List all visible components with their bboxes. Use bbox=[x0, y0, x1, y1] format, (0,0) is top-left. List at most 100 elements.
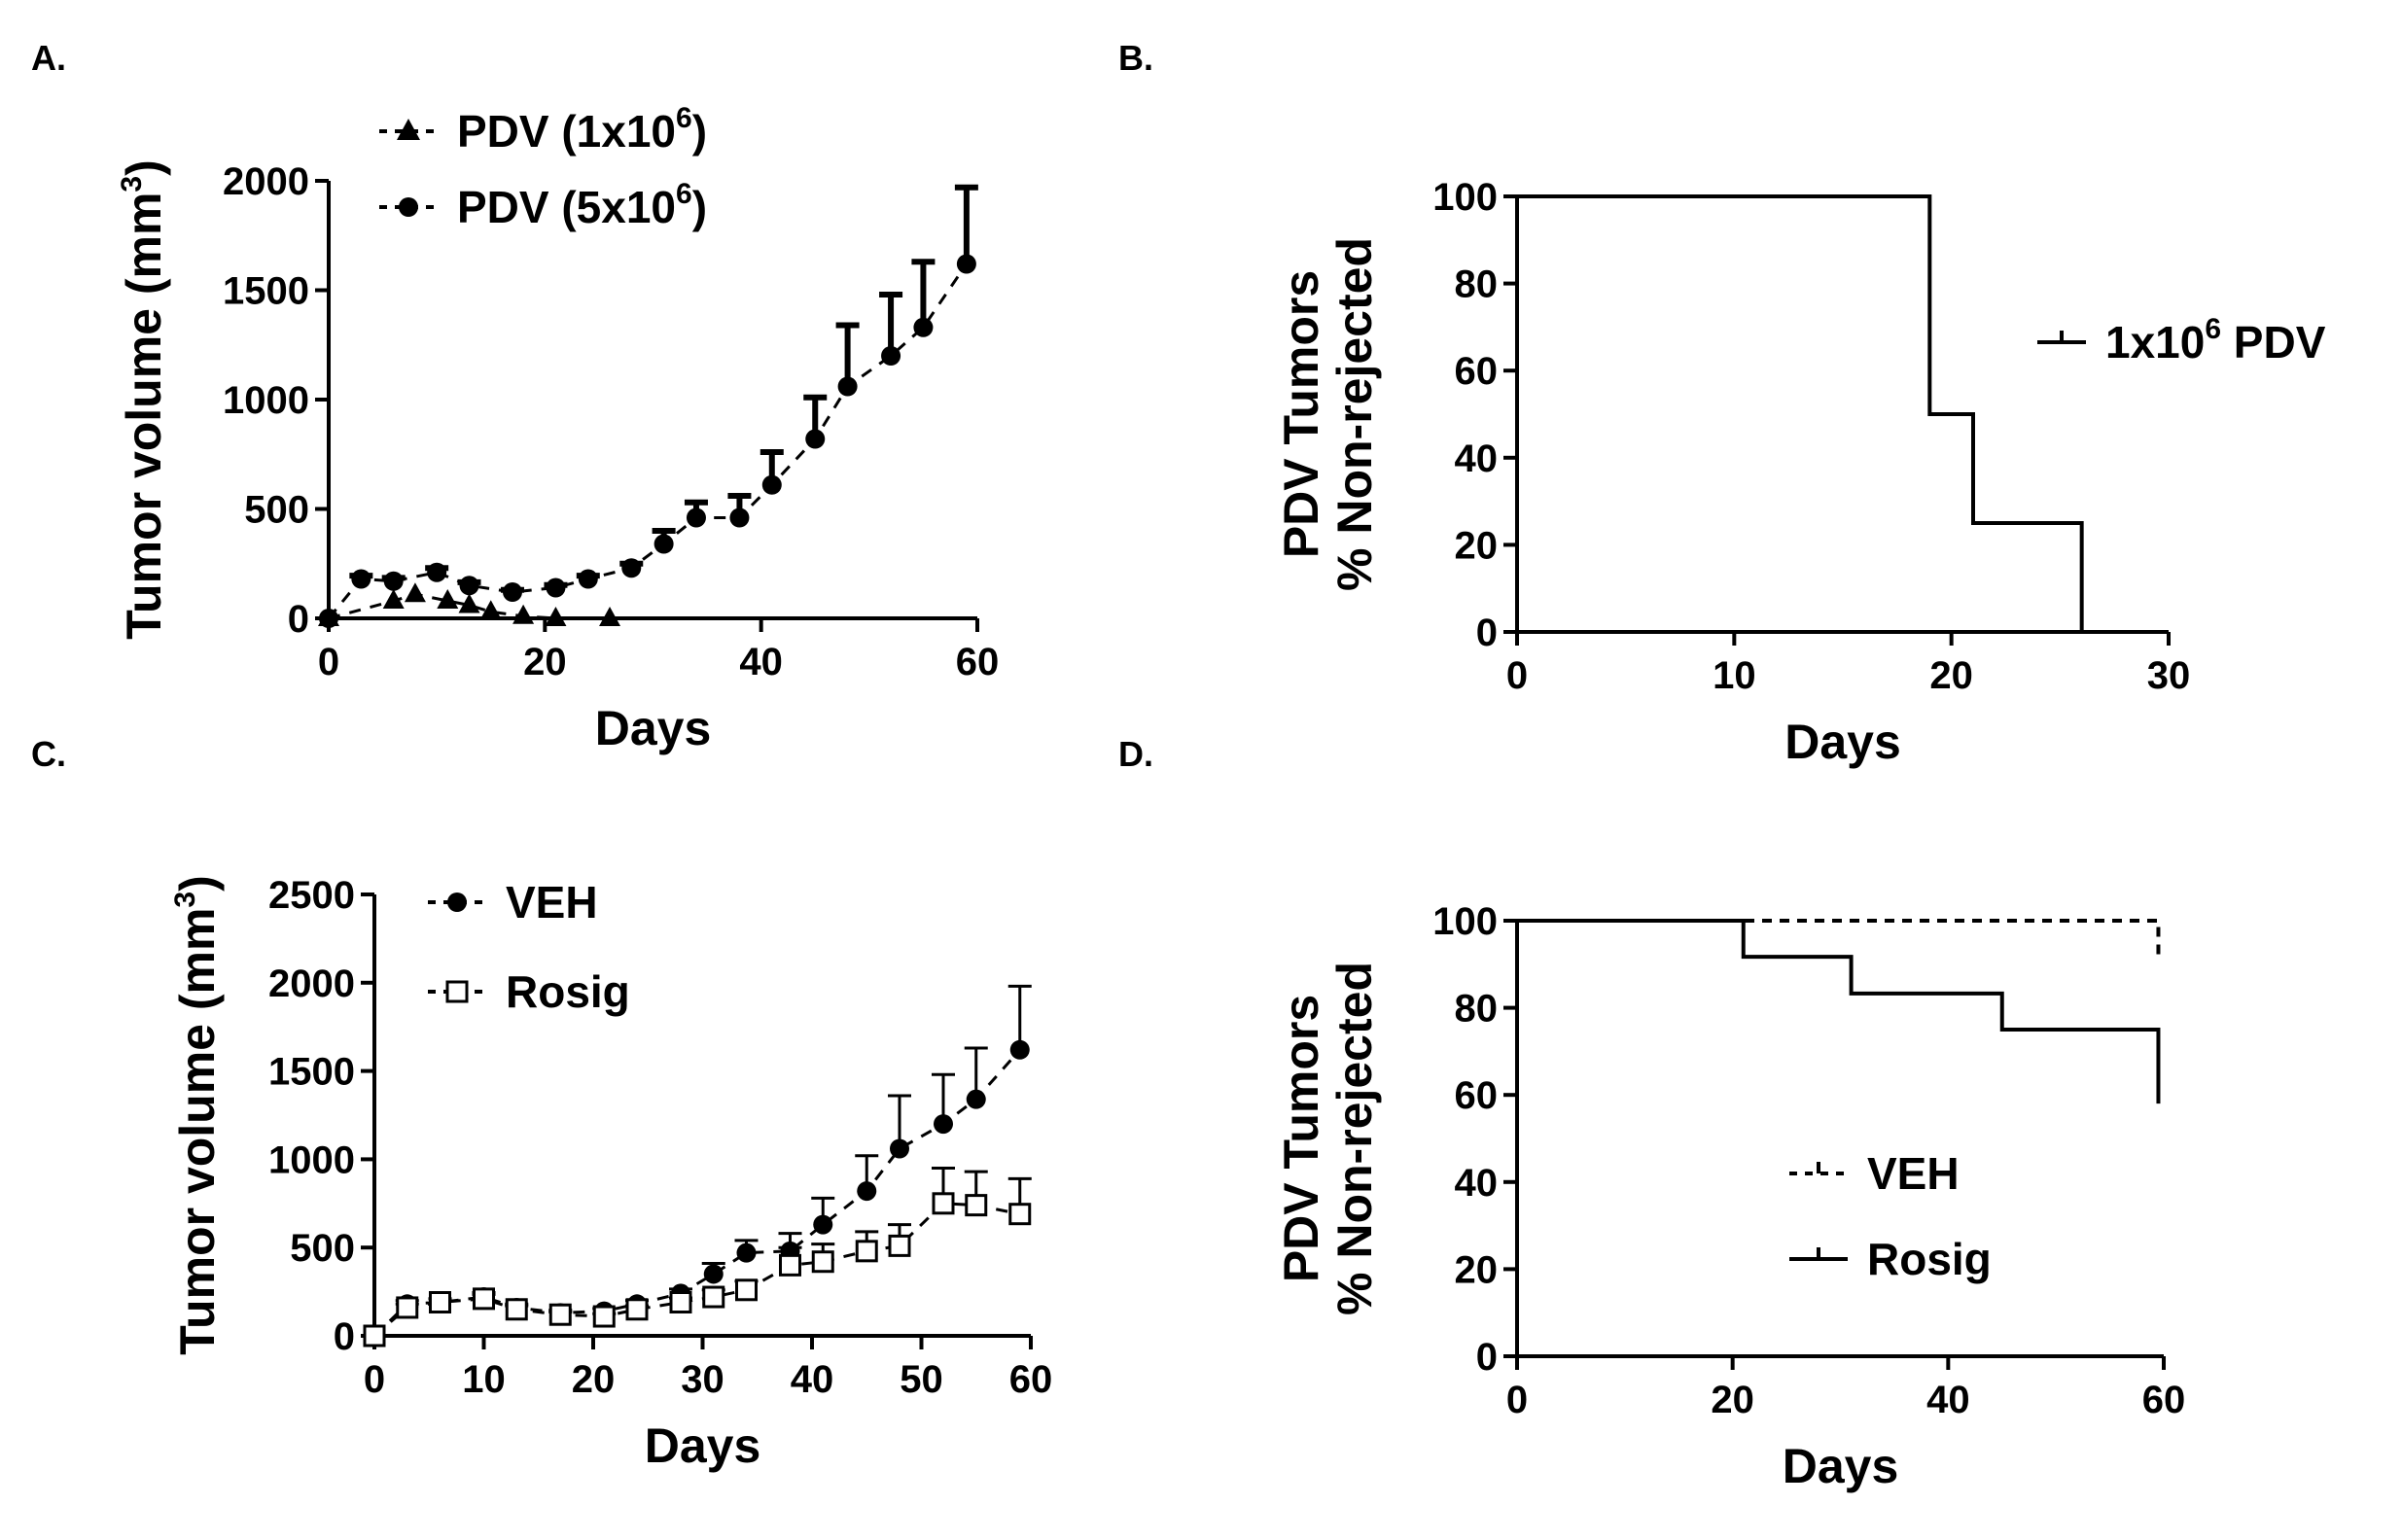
y-tick-label: 0 bbox=[334, 1315, 355, 1358]
y-tick-label: 60 bbox=[1455, 1074, 1499, 1117]
data-point-circle bbox=[729, 508, 750, 528]
legend: PDV (1x106)PDV (5x106) bbox=[379, 102, 707, 232]
y-axis-title: PDV Tumors bbox=[1274, 270, 1328, 558]
y-axis-title-superscript: 3 bbox=[169, 892, 201, 908]
data-point-square bbox=[548, 1303, 572, 1326]
legend: 1x106 PDV bbox=[2037, 313, 2326, 368]
data-point-square bbox=[669, 1290, 692, 1313]
y-tick-label: 100 bbox=[1432, 176, 1498, 219]
y-tick-label: 60 bbox=[1455, 350, 1499, 393]
panel-d-chart: 0 20 40 60 0 20 40 60 80 100 Days PDV Tumors% Non-r… bbox=[1274, 900, 2185, 1493]
legend-label-superscript: 6 bbox=[676, 178, 692, 210]
data-point-circle bbox=[736, 1242, 757, 1263]
legend-label-text: VEH bbox=[506, 877, 598, 928]
panel-b-chart: 0 10 20 30 0 20 40 60 80 100 Days PDV Tumors% Non-r… bbox=[1274, 176, 2326, 769]
data-point-square bbox=[473, 1287, 495, 1311]
series-line bbox=[328, 592, 611, 620]
data-point-circle bbox=[881, 346, 901, 366]
y-tick-label: 0 bbox=[1476, 612, 1498, 654]
data-point-triangle bbox=[479, 600, 502, 620]
data-point-circle bbox=[502, 582, 522, 602]
legend-label-close: ) bbox=[692, 106, 707, 157]
x-tick-label: 20 bbox=[1929, 654, 1973, 697]
legend-marker-circle bbox=[399, 197, 418, 217]
x-tick-label: 10 bbox=[462, 1358, 506, 1401]
legend-label: VEH bbox=[506, 877, 598, 928]
series-line bbox=[327, 262, 969, 619]
data-point-circle bbox=[653, 534, 674, 554]
legend-label-superscript: 6 bbox=[2205, 313, 2221, 345]
data-point-square bbox=[363, 1324, 386, 1348]
y-axis-subtitle: % Non-rejected bbox=[1327, 962, 1382, 1315]
data-point-square bbox=[625, 1298, 649, 1321]
data-point-circle bbox=[578, 569, 598, 589]
y-tick-label: 1500 bbox=[268, 1051, 355, 1094]
data-point-triangle bbox=[437, 589, 459, 609]
x-axis-title: Days bbox=[1783, 1439, 1899, 1493]
survival-curve-rosig bbox=[1517, 919, 2161, 1104]
series-line bbox=[372, 1048, 1021, 1338]
legend-label-close: ) bbox=[692, 182, 707, 232]
legend-label-text: 1x10 bbox=[2105, 317, 2205, 368]
x-axis-title: Days bbox=[1784, 715, 1901, 769]
y-tick-label: 2500 bbox=[268, 874, 355, 917]
survival-curve-1x10 bbox=[1517, 194, 2084, 632]
x-tick-label: 40 bbox=[791, 1358, 834, 1401]
panel-a-chart: 0 20 40 60 0 500 1000 1500 2000 Days Tumor volume … bbox=[116, 102, 999, 755]
series-line bbox=[373, 1202, 1021, 1338]
y-tick-label: 2000 bbox=[268, 962, 355, 1005]
data-point-square bbox=[592, 1305, 616, 1328]
x-tick-label: 0 bbox=[1506, 1379, 1528, 1421]
y-tick-label: 0 bbox=[288, 598, 309, 641]
data-point-triangle bbox=[512, 604, 535, 624]
x-axis-title: Days bbox=[595, 701, 712, 755]
y-tick-label: 0 bbox=[1476, 1336, 1498, 1379]
y-tick-label: 500 bbox=[290, 1227, 355, 1270]
data-point-square bbox=[855, 1240, 878, 1263]
y-axis-title-close: ) bbox=[117, 159, 171, 176]
x-tick-label: 40 bbox=[1926, 1379, 1970, 1421]
data-point-circle bbox=[805, 429, 826, 449]
data-point-circle bbox=[703, 1264, 724, 1284]
legend-label-close: PDV bbox=[2221, 317, 2326, 368]
data-point-circle bbox=[383, 571, 404, 591]
data-point-square bbox=[396, 1296, 419, 1319]
data-point-square bbox=[932, 1192, 955, 1215]
panel-letter-a: A. bbox=[31, 38, 66, 78]
data-point-circle bbox=[966, 1089, 986, 1109]
data-point-square bbox=[811, 1250, 834, 1274]
data-point-circle bbox=[546, 578, 566, 598]
x-tick-label: 40 bbox=[739, 641, 783, 683]
data-point-circle bbox=[837, 376, 858, 397]
y-axis-subtitle: % Non-rejected bbox=[1327, 237, 1382, 591]
data-point-triangle bbox=[404, 582, 426, 603]
x-tick-label: 60 bbox=[2142, 1379, 2186, 1421]
y-axis-title-superscript: 3 bbox=[116, 176, 148, 192]
x-tick-label: 10 bbox=[1713, 654, 1756, 697]
legend-label: VEH bbox=[1867, 1148, 1960, 1199]
legend-marker-triangle bbox=[397, 119, 420, 140]
x-tick-label: 20 bbox=[572, 1358, 616, 1401]
x-tick-label: 0 bbox=[1506, 654, 1528, 697]
data-point-circle bbox=[761, 474, 782, 495]
x-tick-label: 30 bbox=[681, 1358, 724, 1401]
data-point-circle bbox=[913, 317, 934, 337]
data-point-square bbox=[888, 1234, 911, 1257]
x-axis-title: Days bbox=[645, 1418, 761, 1473]
y-tick-label: 500 bbox=[244, 489, 309, 532]
data-point-square bbox=[702, 1285, 725, 1309]
x-tick-label: 20 bbox=[1711, 1379, 1754, 1421]
y-tick-label: 20 bbox=[1455, 524, 1499, 567]
legend-label-superscript: 6 bbox=[676, 102, 692, 134]
panel-letter-b: B. bbox=[1118, 38, 1153, 78]
legend-label: PDV (1x106) bbox=[457, 102, 707, 157]
legend-label: Rosig bbox=[506, 966, 630, 1017]
legend-label: PDV (5x106) bbox=[457, 178, 707, 232]
x-tick-label: 0 bbox=[318, 641, 339, 683]
y-tick-label: 80 bbox=[1455, 988, 1499, 1031]
x-tick-label: 0 bbox=[364, 1358, 385, 1401]
y-tick-label: 100 bbox=[1432, 900, 1498, 943]
legend-label-text: Rosig bbox=[506, 966, 630, 1017]
legend-label-text: PDV (1x10 bbox=[457, 106, 676, 157]
data-point-circle bbox=[351, 569, 371, 589]
